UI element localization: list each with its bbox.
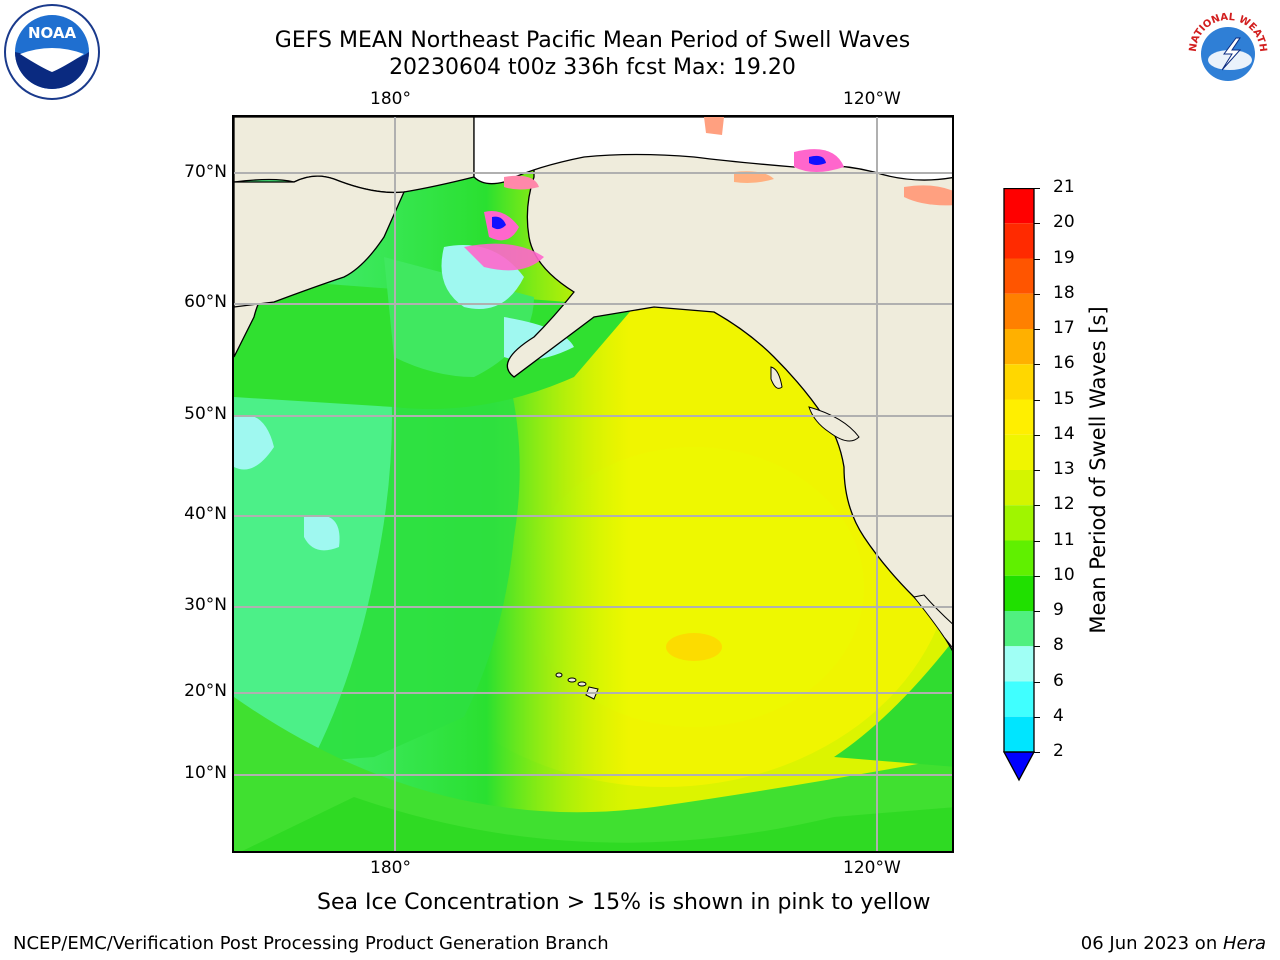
hawaiian-islands bbox=[555, 672, 599, 700]
colorbar-tick-label: 12 bbox=[1053, 494, 1075, 515]
colorbar-segment bbox=[1004, 505, 1034, 541]
colorbar-tick-label: 2 bbox=[1053, 741, 1064, 761]
land-asia-north bbox=[234, 175, 406, 308]
map-panel bbox=[232, 115, 954, 853]
sea-ice-arctic-1 bbox=[504, 175, 539, 190]
lon-label-bottom-120w: 120°W bbox=[843, 858, 901, 878]
colorbar-tick-label: 11 bbox=[1053, 529, 1075, 550]
sea-ice-arctic-4 bbox=[904, 185, 952, 206]
colorbar-segment bbox=[1004, 293, 1034, 329]
colorbar-tick-label: 19 bbox=[1053, 247, 1075, 268]
sea-ice-arctic-5 bbox=[734, 171, 774, 183]
colorbar-segment bbox=[1004, 258, 1034, 294]
colorbar-tick-mark bbox=[1034, 258, 1040, 260]
colorbar-tick-label: 14 bbox=[1053, 423, 1075, 444]
lat-label-60n: 60°N bbox=[184, 292, 227, 312]
colorbar-tick-label: 17 bbox=[1053, 318, 1075, 338]
footer-right: 06 Jun 2023 on Hera bbox=[1081, 933, 1266, 954]
colorbar-tick-mark bbox=[1034, 540, 1040, 542]
graticule bbox=[234, 117, 952, 851]
nws-logo: NATIONAL WEATHER SERVICE bbox=[1174, 0, 1278, 102]
sea-ice-arctic-2-core bbox=[809, 155, 826, 165]
colorbar-tick-label: 21 bbox=[1053, 177, 1075, 197]
colorbar-tick-mark bbox=[1034, 399, 1040, 401]
map-canvas bbox=[234, 117, 952, 851]
colorbar-tick-mark bbox=[1034, 188, 1040, 189]
cyan-patch-west-1 bbox=[234, 415, 274, 470]
colorbar-segment bbox=[1004, 470, 1034, 506]
colorbar-tick-label: 8 bbox=[1053, 635, 1064, 656]
lon-label-top-120w: 120°W bbox=[843, 89, 901, 109]
colorbar-tick-mark bbox=[1034, 681, 1040, 683]
colorbar-tick-label: 4 bbox=[1053, 705, 1064, 726]
footer-host: Hera bbox=[1222, 933, 1266, 954]
colorbar bbox=[1003, 188, 1035, 782]
colorbar-tick-label: 6 bbox=[1053, 670, 1064, 691]
colorbar-tick-mark bbox=[1034, 646, 1040, 648]
colorbar-label: Mean Period of Swell Waves [s] bbox=[1086, 306, 1110, 634]
colorbar-extend-arrow bbox=[1003, 751, 1035, 782]
colorbar-tick-mark bbox=[1034, 575, 1040, 577]
cyan-patch-west-2 bbox=[304, 515, 340, 551]
colorbar-tick-label: 13 bbox=[1053, 459, 1075, 479]
colorbar-tick-mark bbox=[1034, 293, 1040, 295]
colorbar-tick-mark bbox=[1034, 223, 1040, 225]
colorbar-tick-label: 16 bbox=[1053, 353, 1075, 374]
lat-label-50n: 50°N bbox=[184, 404, 227, 424]
sea-ice-bering-core bbox=[492, 216, 506, 230]
haida-gwaii bbox=[770, 366, 783, 389]
green-belt-south-inner bbox=[242, 797, 952, 851]
chart-title: GEFS MEAN Northeast Pacific Mean Period … bbox=[274, 28, 911, 53]
chart-subtitle: 20230604 t00z 336h fcst Max: 19.20 bbox=[389, 55, 796, 80]
colorbar-tick-label: 15 bbox=[1053, 388, 1075, 409]
noaa-logo: NOAA bbox=[2, 2, 102, 102]
colorbar-tick-mark bbox=[1034, 329, 1040, 330]
colorbar-segment bbox=[1004, 646, 1034, 682]
colorbar-tick-mark bbox=[1034, 470, 1040, 471]
lon-label-bottom-180: 180° bbox=[370, 858, 411, 878]
colorbar-segment bbox=[1004, 364, 1034, 400]
sea-ice-arctic-3 bbox=[704, 117, 724, 135]
colorbar-segment bbox=[1004, 188, 1034, 224]
colorbar-tick-label: 9 bbox=[1053, 600, 1064, 620]
lat-label-20n: 20°N bbox=[184, 681, 227, 701]
colorbar-segment bbox=[1004, 611, 1034, 647]
colorbar-tick-mark bbox=[1034, 752, 1040, 753]
land-north-america bbox=[506, 117, 952, 652]
lat-label-70n: 70°N bbox=[184, 162, 227, 182]
sea-ice-note: Sea Ice Concentration > 15% is shown in … bbox=[317, 890, 931, 915]
lat-label-30n: 30°N bbox=[184, 595, 227, 615]
footer-left: NCEP/EMC/Verification Post Processing Pr… bbox=[13, 933, 609, 954]
colorbar-tick-mark bbox=[1034, 611, 1040, 612]
colorbar-segment bbox=[1004, 223, 1034, 259]
colorbar-tick-mark bbox=[1034, 716, 1040, 718]
colorbar-segment bbox=[1004, 434, 1034, 470]
green-belt-east bbox=[834, 642, 952, 767]
noaa-logo-text: NOAA bbox=[28, 24, 77, 42]
lon-label-top-180: 180° bbox=[370, 89, 411, 109]
colorbar-segment bbox=[1004, 399, 1034, 435]
colorbar-tick-mark bbox=[1034, 434, 1040, 436]
lat-label-40n: 40°N bbox=[184, 504, 227, 524]
footer-date: 06 Jun 2023 on bbox=[1080, 933, 1223, 954]
colorbar-segment bbox=[1004, 716, 1034, 752]
colorbar-segment bbox=[1004, 540, 1034, 576]
colorbar-segment bbox=[1004, 575, 1034, 611]
colorbar-tick-label: 18 bbox=[1053, 282, 1075, 303]
colorbar-tick-mark bbox=[1034, 364, 1040, 366]
colorbar-tick-label: 10 bbox=[1053, 564, 1075, 585]
colorbar-tick-mark bbox=[1034, 505, 1040, 507]
colorbar-tick-label: 20 bbox=[1053, 212, 1075, 233]
lat-label-10n: 10°N bbox=[184, 763, 227, 783]
colorbar-segment bbox=[1004, 681, 1034, 717]
colorbar-segment bbox=[1004, 329, 1034, 365]
green-belt-south bbox=[234, 697, 952, 851]
sea-ice-norton bbox=[464, 243, 544, 271]
